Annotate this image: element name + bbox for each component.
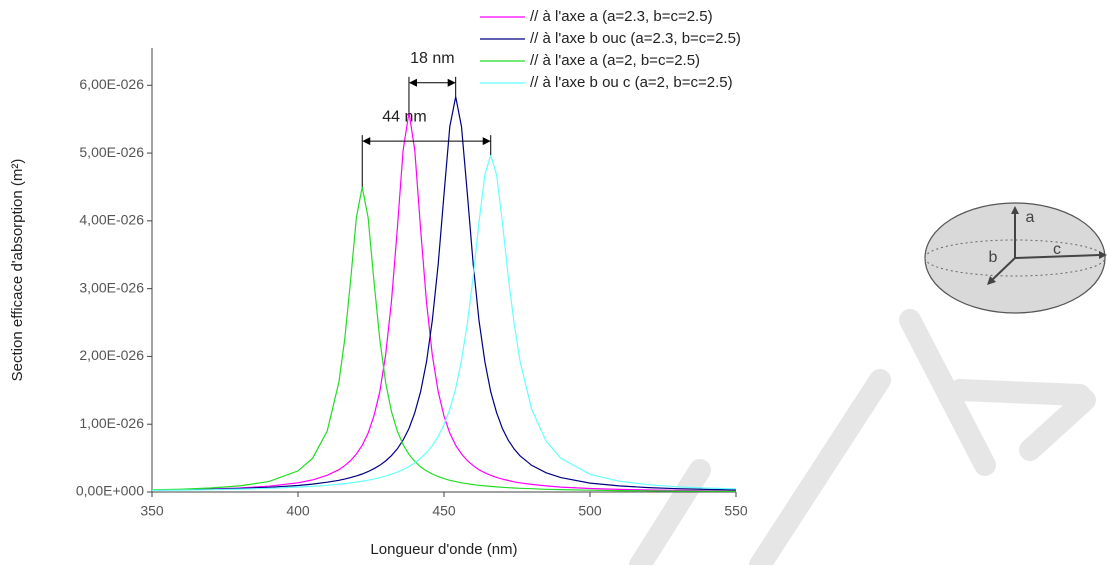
x-tick-label: 350: [140, 503, 164, 519]
x-axis-label: Longueur d'onde (nm): [370, 541, 517, 558]
x-tick-label: 400: [286, 503, 310, 519]
y-tick-label: 3,00E-026: [79, 279, 144, 295]
x-tick-label: 450: [432, 503, 456, 519]
series-line: [151, 96, 737, 491]
series-line: [151, 152, 737, 491]
inset: a b c: [924, 202, 1107, 314]
arrow-head: [408, 78, 417, 87]
y-tick-label: 5,00E-026: [79, 144, 144, 160]
legend-label: // à l'axe b ouc (a=2.3, b=c=2.5): [530, 30, 741, 47]
series-line: [151, 186, 737, 492]
arrow-head: [362, 137, 371, 146]
y-tick-label: 2,00E-026: [79, 347, 144, 363]
y-tick-label: 1,00E-026: [79, 415, 144, 431]
y-axis-label: Section efficace d'absorption (m²): [9, 159, 26, 382]
legend-label: // à l'axe a (a=2, b=c=2.5): [530, 52, 700, 69]
inset-label: b: [989, 249, 998, 266]
arrow-head: [482, 137, 491, 146]
inset-label: c: [1053, 241, 1061, 258]
annotation: 44 nm: [382, 108, 426, 125]
series-line: [151, 112, 737, 492]
x-tick-label: 500: [578, 503, 602, 519]
y-tick-label: 6,00E-026: [79, 76, 144, 92]
y-tick-label: 4,00E-026: [79, 212, 144, 228]
x-tick-label: 550: [724, 503, 748, 519]
annotation: 18 nm: [410, 50, 454, 67]
arrow-head: [447, 78, 456, 87]
legend-label: // à l'axe a (a=2.3, b=c=2.5): [530, 8, 713, 25]
y-tick-label: 0,00E+000: [76, 483, 144, 499]
legend-label: // à l'axe b ou c (a=2, b=c=2.5): [530, 74, 733, 91]
watermark: [629, 309, 1096, 565]
inset-label: a: [1026, 209, 1035, 226]
